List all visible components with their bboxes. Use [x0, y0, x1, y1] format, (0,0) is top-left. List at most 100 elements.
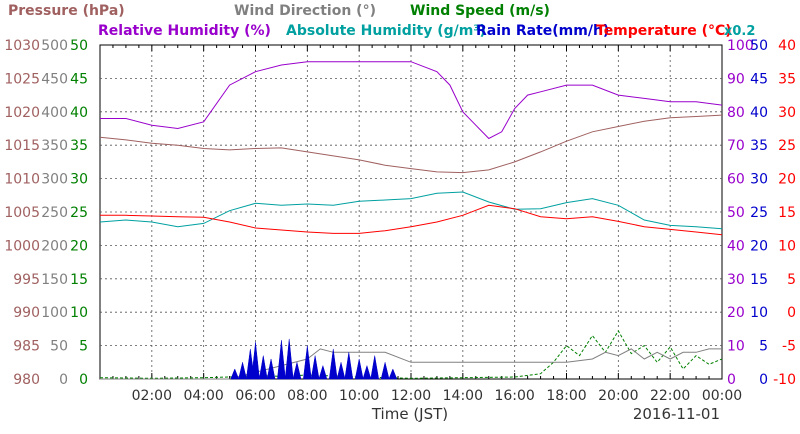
y-tick-label-wind-speed: 25	[70, 205, 88, 221]
y-tick-label-wind-speed: 45	[70, 71, 88, 87]
y-tick-label-pressure: 1000	[4, 238, 40, 254]
x-axis: 02:00 04:00 06:00 08:00 10:00 12:00 14:00 16:00…	[132, 388, 743, 404]
y-tick-label-pressure: 1010	[4, 172, 40, 188]
rain-rate-bar	[354, 358, 364, 380]
x-tick-label: 14:00	[443, 388, 483, 404]
x-tick-label: 12:00	[391, 388, 431, 404]
legend-relative-humidity: Relative Humidity (%)	[98, 23, 271, 39]
rain-rate-bar	[303, 345, 312, 380]
y-tick-label-temperature: 20	[778, 172, 796, 188]
y-tick-label-relative-humidity: 0	[727, 372, 736, 388]
wind-speed-series	[99, 329, 723, 379]
y-tick-label-wind-direction: 350	[41, 138, 68, 154]
y-tick-label-pressure: 1020	[4, 105, 40, 121]
y-tick-label-wind-direction: 200	[41, 238, 68, 254]
y-tick-label-rain-rate: 10	[750, 305, 768, 321]
y-tick-label-wind-speed: 0	[79, 372, 88, 388]
rain-rate-bar	[277, 340, 286, 380]
legend-wind-speed: Wind Speed (m/s)	[410, 3, 550, 19]
rain-rate-bar	[328, 348, 338, 380]
x-tick-label: 18:00	[546, 388, 586, 404]
rain-rate-bar	[310, 355, 320, 380]
absolute-humidity-series	[99, 191, 723, 230]
y-tick-label-rain-rate: 15	[750, 272, 768, 288]
y-tick-label-temperature: 40	[778, 38, 796, 54]
y-tick-label-rain-rate: 40	[750, 105, 768, 121]
y-tick-label-pressure: 1015	[4, 138, 40, 154]
y-tick-label-temperature: 0	[787, 305, 796, 321]
y-tick-label-wind-speed: 10	[70, 305, 88, 321]
wind-direction-series	[100, 348, 722, 380]
y-tick-label-wind-direction: 500	[41, 38, 68, 54]
y-tick-label-temperature: 25	[778, 138, 796, 154]
y-tick-label-relative-humidity: 40	[727, 238, 745, 254]
y-tick-label-rain-rate: 5	[759, 339, 768, 355]
legend: Pressure (hPa) Wind Direction (°) Wind Spe…	[8, 3, 755, 39]
x-tick-label: 22:00	[650, 388, 690, 404]
plot-series	[99, 61, 723, 380]
rain-rate-bar	[258, 355, 268, 380]
y-tick-label-temperature: 30	[778, 105, 796, 121]
rain-rate-bar	[370, 355, 380, 380]
x-tick-label: 08:00	[287, 388, 327, 404]
y-tick-label-temperature: 10	[778, 238, 796, 254]
y-tick-label-pressure: 995	[13, 272, 40, 288]
x-tick-label: 16:00	[494, 388, 534, 404]
y-tick-label-temperature: 35	[778, 71, 796, 87]
y-tick-label-wind-direction: 0	[59, 372, 68, 388]
y-tick-label-relative-humidity: 80	[727, 105, 745, 121]
y-tick-label-wind-speed: 20	[70, 238, 88, 254]
y-tick-label-rain-rate: 0	[759, 372, 768, 388]
x-tick-label: 02:00	[132, 388, 172, 404]
y-tick-label-wind-direction: 400	[41, 105, 68, 121]
y-tick-label-pressure: 1030	[4, 38, 40, 54]
rain-rate-bar	[284, 338, 294, 380]
y-tick-label-rain-rate: 45	[750, 71, 768, 87]
y-tick-label-relative-humidity: 100	[727, 38, 754, 54]
y-tick-label-relative-humidity: 30	[727, 272, 745, 288]
rain-rate-bar	[344, 352, 354, 380]
legend-absolute-humidity: Absolute Humidity (g/m³)	[286, 23, 486, 39]
y-tick-label-wind-direction: 150	[41, 272, 68, 288]
chart-grid	[99, 44, 723, 380]
y-axes: 9809859909951000100510101015102010251030…	[4, 38, 796, 388]
y-tick-label-wind-speed: 30	[70, 172, 88, 188]
relative-humidity-series	[100, 61, 723, 140]
x-axis-label: Time (JST)	[371, 405, 448, 423]
y-tick-label-temperature: -10	[773, 372, 796, 388]
rain-rate-bar	[251, 342, 260, 380]
legend-rain-rate: Rain Rate(mm/h)	[476, 23, 609, 39]
x-tick-label: 10:00	[339, 388, 379, 404]
rain-rate-bar	[292, 362, 302, 380]
rain-rate-bar	[266, 358, 276, 380]
y-tick-label-relative-humidity: 90	[727, 71, 745, 87]
y-tick-label-pressure: 985	[13, 339, 40, 355]
legend-pressure: Pressure (hPa)	[8, 3, 125, 19]
y-tick-label-wind-direction: 450	[41, 71, 68, 87]
y-tick-label-wind-direction: 300	[41, 172, 68, 188]
y-tick-label-wind-speed: 40	[70, 105, 88, 121]
y-tick-label-wind-speed: 35	[70, 138, 88, 154]
rain-rate-bar	[230, 368, 240, 380]
y-tick-label-relative-humidity: 60	[727, 172, 745, 188]
rain-rate-bar	[388, 368, 398, 380]
pressure-series	[99, 114, 723, 174]
y-tick-label-rain-rate: 35	[750, 138, 768, 154]
y-tick-label-relative-humidity: 50	[727, 205, 745, 221]
rain-rate-bar	[336, 362, 346, 380]
y-tick-label-rain-rate: 50	[750, 38, 768, 54]
x-tick-label: 00:00	[702, 388, 742, 404]
y-tick-label-temperature: -5	[782, 339, 796, 355]
y-tick-label-rain-rate: 25	[750, 205, 768, 221]
rain-rate-bar	[238, 362, 247, 380]
y-tick-label-relative-humidity: 10	[727, 339, 745, 355]
y-tick-label-pressure: 980	[13, 372, 40, 388]
y-tick-label-wind-direction: 100	[41, 305, 68, 321]
y-tick-label-rain-rate: 30	[750, 172, 768, 188]
y-tick-label-pressure: 1005	[4, 205, 40, 221]
x-tick-label: 06:00	[235, 388, 275, 404]
rain-rate-bar	[318, 364, 328, 380]
y-tick-label-pressure: 990	[13, 305, 40, 321]
temperature-series	[100, 204, 723, 236]
